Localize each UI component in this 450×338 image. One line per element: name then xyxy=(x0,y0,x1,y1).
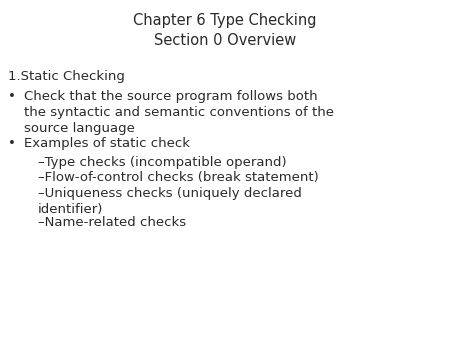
Text: Chapter 6 Type Checking
Section 0 Overview: Chapter 6 Type Checking Section 0 Overvi… xyxy=(133,13,317,48)
Text: –Type checks (incompatible operand): –Type checks (incompatible operand) xyxy=(38,156,287,169)
Text: –Name-related checks: –Name-related checks xyxy=(38,216,186,229)
Text: 1.Static Checking: 1.Static Checking xyxy=(8,70,125,83)
Text: –Uniqueness checks (uniquely declared
identifier): –Uniqueness checks (uniquely declared id… xyxy=(38,187,302,216)
Text: •: • xyxy=(8,138,16,150)
Text: –Flow-of-control checks (break statement): –Flow-of-control checks (break statement… xyxy=(38,171,319,185)
Text: Examples of static check: Examples of static check xyxy=(24,138,190,150)
Text: •: • xyxy=(8,90,16,103)
Text: Check that the source program follows both
the syntactic and semantic convention: Check that the source program follows bo… xyxy=(24,90,334,135)
